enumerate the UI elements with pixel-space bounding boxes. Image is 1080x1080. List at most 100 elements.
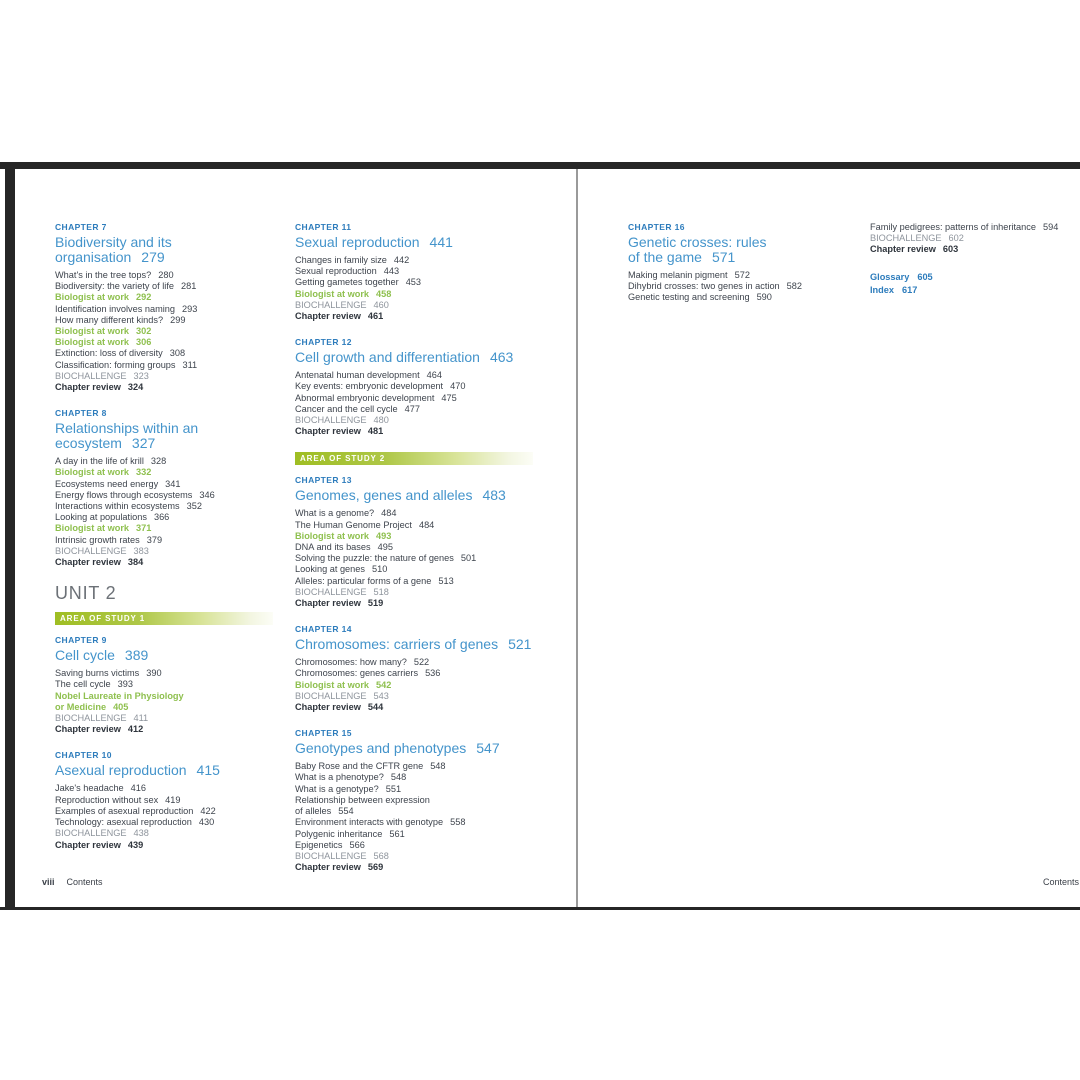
toc-entry-line: Examples of asexual reproduction 422 xyxy=(55,806,273,817)
toc-entry-page: 536 xyxy=(425,668,441,679)
toc-entry: BIOCHALLENGE 602 xyxy=(870,233,1080,244)
toc-entry-line: Cancer and the cell cycle 477 xyxy=(295,404,533,415)
chapter-title: Chromosomes: carriers of genes 521 xyxy=(295,637,533,652)
toc-entry-text: Reproduction without sex xyxy=(55,794,159,805)
chapter-title-page: 279 xyxy=(141,249,165,265)
toc-entry-page: 484 xyxy=(381,508,397,519)
chapter-label: CHAPTER 11 xyxy=(295,222,352,232)
toc-entry-page: 379 xyxy=(146,534,163,545)
chapter-title-page: 389 xyxy=(124,647,149,664)
chapter-title-line: Cell growth and differentiation 463 xyxy=(295,349,514,366)
toc-entry-line: Ecosystems need energy 341 xyxy=(55,479,273,490)
toc-entry-line: or Medicine 405 xyxy=(55,702,273,713)
toc-entry-text: Chapter review xyxy=(295,426,361,437)
toc-entry-line: Chapter review 324 xyxy=(55,382,273,393)
toc-entry: Changes in family size 442 xyxy=(295,255,533,266)
chapter-title-line: ecosystem 327 xyxy=(55,435,156,452)
chapter-block: CHAPTER 13 Genomes, genes and alleles 483 W… xyxy=(295,475,533,609)
toc-entry-page: 324 xyxy=(127,382,144,393)
toc-entry-text: Chapter review xyxy=(55,724,121,735)
toc-entry-page: 481 xyxy=(367,426,384,437)
chapter-title-line: Biodiversity and its xyxy=(55,234,172,250)
toc-entry-page: 383 xyxy=(133,545,149,556)
page-divider xyxy=(576,169,578,907)
toc-entry-line: Intrinsic growth rates 379 xyxy=(55,535,273,546)
toc-entry-line: Classification: forming groups 311 xyxy=(55,360,273,371)
area-of-study-banner: AREA OF STUDY 2 xyxy=(295,452,533,466)
chapter-label: CHAPTER 7 xyxy=(55,222,107,232)
link-text: Index xyxy=(870,284,894,295)
toc-entry-text: Chapter review xyxy=(55,839,121,850)
toc-entry-text: Biologist at work xyxy=(295,530,370,541)
toc-entry-line: Biologist at work 458 xyxy=(295,289,533,300)
toc-entry: How many different kinds? 299 xyxy=(55,315,273,326)
toc-entry: Biologist at work 371 xyxy=(55,523,273,534)
toc-entry-line: Looking at populations 366 xyxy=(55,512,273,523)
toc-entry-line: Energy flows through ecosystems 346 xyxy=(55,490,273,501)
toc-entry: What is a genotype? 551 xyxy=(295,784,533,795)
toc-entry-page: 582 xyxy=(786,281,803,292)
toc-entry-line: BIOCHALLENGE 518 xyxy=(295,587,533,598)
toc-entry-page: 480 xyxy=(373,415,389,426)
toc-entry-page: 568 xyxy=(373,850,389,861)
chapter-label: CHAPTER 14 xyxy=(295,624,352,635)
toc-entry-text: Saving burns victims xyxy=(55,668,140,679)
toc-entry-line: Chapter review 384 xyxy=(55,557,273,568)
toc-entry: Looking at genes 510 xyxy=(295,564,533,575)
toc-entry: Biologist at work 306 xyxy=(55,337,273,348)
toc-entry-page: 371 xyxy=(136,523,152,534)
toc-entry-text: Alleles: particular forms of a gene xyxy=(295,575,432,586)
toc-entry-text: Chromosomes: how many? xyxy=(295,657,407,668)
toc-entry-line: of alleles 554 xyxy=(295,806,533,817)
toc-entry-page: 594 xyxy=(1042,222,1059,232)
toc-entry: Technology: asexual reproduction 430 xyxy=(55,817,273,828)
toc-entry-line: BIOCHALLENGE 543 xyxy=(295,691,533,702)
toc-entry-text: A day in the life of krill xyxy=(55,456,144,467)
chapter-label: CHAPTER 15 xyxy=(295,728,352,739)
toc-entry: Chapter review 603 xyxy=(870,244,1080,255)
toc-entry-text: Chapter review xyxy=(295,862,361,873)
toc-entry: Dihybrid crosses: two genes in action 582 xyxy=(628,281,866,292)
toc-entry: Chapter review 519 xyxy=(295,598,533,609)
toc-entry-page: 341 xyxy=(165,478,181,489)
toc-entry-text: Chapter review xyxy=(295,598,361,609)
toc-entry-line: The cell cycle 393 xyxy=(55,679,273,690)
toc-entry-page: 551 xyxy=(385,783,402,794)
toc-entry-page: 443 xyxy=(383,266,400,277)
toc-entry-text: Biologist at work xyxy=(55,292,130,303)
chapter-label: CHAPTER 8 xyxy=(55,408,107,419)
toc-entry-page: 590 xyxy=(756,292,772,303)
footer-label: Contents xyxy=(66,877,103,887)
toc-entry: Chapter review 544 xyxy=(295,702,533,713)
toc-entry-line: Biologist at work 542 xyxy=(295,680,533,691)
toc-links: Glossary 605 Index 617 xyxy=(870,271,1080,297)
toc-entry-text: BIOCHALLENGE xyxy=(55,545,127,556)
toc-entry-line: Technology: asexual reproduction 430 xyxy=(55,817,273,828)
page-folio: viii xyxy=(42,877,55,887)
toc-entry-line: Making melanin pigment 572 xyxy=(628,270,866,281)
toc-entry-page: 561 xyxy=(389,828,405,839)
toc-entry-text: What is a genotype? xyxy=(295,783,379,794)
toc-entry-line: Chapter review 481 xyxy=(295,426,533,437)
toc-entry-page: 477 xyxy=(404,403,420,414)
chapter-title-line: of the game 571 xyxy=(628,249,736,265)
toc-entry-text: BIOCHALLENGE xyxy=(295,850,367,861)
toc-entry-text: Jake's headache xyxy=(55,783,124,794)
chapter-title: Biodiversity and its organisation 279 xyxy=(55,235,273,265)
toc-entry: Biologist at work 493 xyxy=(295,531,533,542)
chapter-block: CHAPTER 11 Sexual reproduction 441 Changes … xyxy=(295,222,533,322)
toc-entry-text: Environment interacts with genotype xyxy=(295,817,444,828)
chapter-title-line: Cell cycle 389 xyxy=(55,647,149,664)
chapter-block: CHAPTER 9 Cell cycle 389 Saving burns victi… xyxy=(55,635,273,735)
chapter-title: Genetic crosses: rules of the game 571 xyxy=(628,235,866,265)
toc-entry-page: 306 xyxy=(136,337,152,348)
toc-entry-line: Chapter review 461 xyxy=(295,311,533,322)
right-page-footer: Contents xyxy=(1043,877,1079,887)
toc-entry-page: 602 xyxy=(948,233,964,244)
chapter-title-page: 441 xyxy=(429,234,453,250)
toc-entry-text: Antenatal human development xyxy=(295,370,420,381)
index-link: Index 617 xyxy=(870,284,1080,297)
toc-entry-text: Ecosystems need energy xyxy=(55,478,159,489)
toc-entry-page: 442 xyxy=(393,255,410,265)
toc-entry: BIOCHALLENGE 411 xyxy=(55,713,273,724)
